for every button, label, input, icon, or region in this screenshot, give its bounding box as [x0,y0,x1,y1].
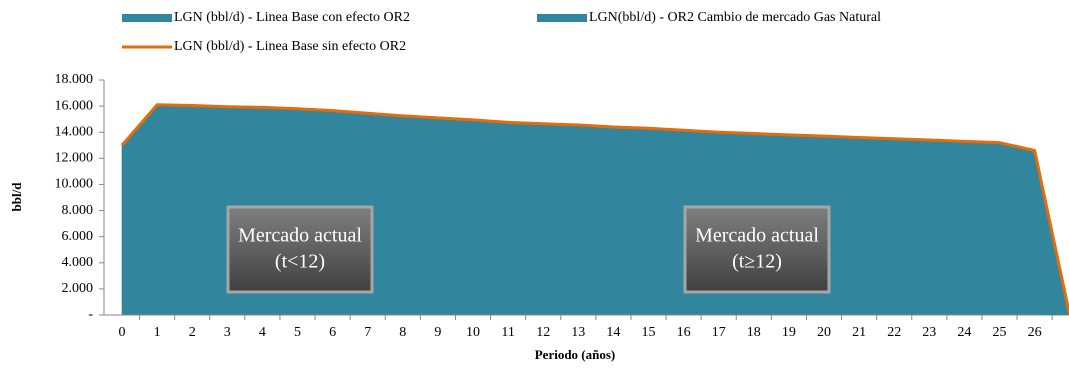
x-tick-label: 7 [364,325,371,340]
x-tick-label: 13 [571,325,585,340]
y-tick-label: 16.000 [55,98,94,113]
y-tick-label: 14.000 [55,124,94,139]
y-tick-label: 12.000 [55,151,94,166]
y-tick-label: 18.000 [55,72,94,87]
x-tick-label: 26 [1028,325,1042,340]
annotation-text: Mercado actual [695,225,819,247]
x-tick-label: 23 [922,325,936,340]
x-tick-label: 21 [852,325,866,340]
x-tick-label: 14 [606,325,620,340]
x-tick-label: 18 [747,325,761,340]
y-tick-label: 4.000 [62,255,94,270]
x-tick-label: 0 [119,325,126,340]
x-axis-title: Periodo (años) [535,347,616,362]
x-tick-label: 4 [259,325,266,340]
y-tick-label: 10.000 [55,177,94,192]
line [120,103,1069,316]
legend-label: LGN (bbl/d) - Linea Base con efecto OR2 [174,10,410,25]
legend-swatch [537,14,587,22]
x-tick-label: 17 [712,325,726,340]
x-tick-label: 22 [887,325,901,340]
x-tick-label: 6 [329,325,336,340]
x-tick-label: 3 [224,325,231,340]
x-tick-label: 2 [189,325,196,340]
x-tick-label: 12 [536,325,550,340]
x-tick-label: 24 [957,325,971,340]
x-tick-label: 19 [782,325,796,340]
x-tick-label: 11 [501,325,514,340]
y-tick-label: 8.000 [62,203,94,218]
x-tick-label: 8 [399,325,406,340]
annotation-box [226,205,374,294]
x-tick-label: 10 [466,325,480,340]
legend-label: LGN(bbl/d) - OR2 Cambio de mercado Gas N… [589,10,881,25]
annotation-text: (t≥12) [732,251,782,273]
x-tick-label: 5 [294,325,301,340]
legend-label: LGN (bbl/d) - Linea Base sin efecto OR2 [174,39,406,54]
x-tick-label: 9 [434,325,441,340]
y-tick-label: 6.000 [62,229,94,244]
annotation-text: (t<12) [275,251,325,273]
annotation-text: Mercado actual [238,225,362,247]
x-tick-label: 20 [817,325,831,340]
y-tick-label: 2.000 [62,281,94,296]
x-tick-label: 1 [154,325,161,340]
annotation-box [683,205,831,294]
y-axis-title: bbl/d [9,182,24,212]
y-tick-label: - [88,307,93,322]
x-tick-label: 25 [993,325,1007,340]
legend-swatch [122,14,172,22]
x-tick-label: 16 [677,325,691,340]
x-tick-label: 15 [642,325,656,340]
